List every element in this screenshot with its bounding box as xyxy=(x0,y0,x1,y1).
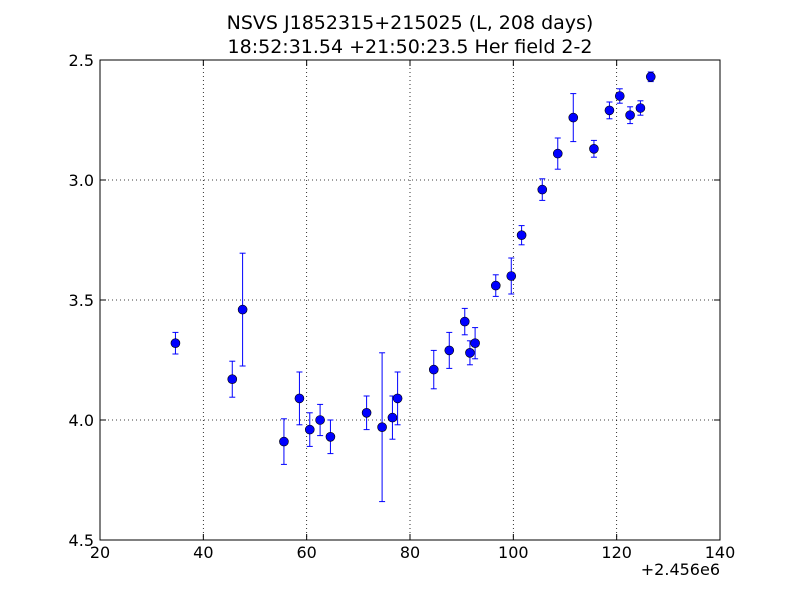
data-points xyxy=(170,71,656,503)
data-point xyxy=(237,304,248,315)
data-point-group xyxy=(387,395,398,440)
data-point xyxy=(552,148,563,159)
data-point xyxy=(516,230,527,240)
data-point-group xyxy=(170,331,181,355)
data-point-group xyxy=(325,419,336,455)
data-point xyxy=(325,431,336,442)
data-point xyxy=(604,105,615,116)
x-tick-label: 120 xyxy=(601,543,632,562)
data-point-group xyxy=(537,178,548,201)
data-point xyxy=(227,374,238,385)
x-tick-label: 20 xyxy=(90,543,110,562)
data-point-group xyxy=(227,360,238,398)
data-point xyxy=(490,280,501,291)
data-point xyxy=(294,393,305,404)
data-point-group xyxy=(315,403,325,437)
data-point xyxy=(304,424,315,435)
chart-title-line-1: NSVS J1852315+215025 (L, 208 days) xyxy=(227,12,594,34)
y-tick-label: 3.5 xyxy=(69,291,94,310)
data-point-group xyxy=(614,88,625,104)
data-point-group xyxy=(465,340,475,366)
data-point-group xyxy=(625,106,635,125)
data-point xyxy=(428,364,439,375)
x-axis-offset-label: +2.456e6 xyxy=(641,560,720,579)
x-tick-label: 100 xyxy=(498,543,529,562)
data-point xyxy=(387,412,398,423)
data-point-group xyxy=(604,101,615,120)
data-point xyxy=(589,144,599,154)
data-point-group xyxy=(294,371,305,426)
data-point-group xyxy=(377,352,387,503)
data-point xyxy=(470,338,480,349)
data-point xyxy=(459,316,470,327)
data-point-group xyxy=(279,418,289,465)
data-point-group xyxy=(645,71,656,83)
data-point-group xyxy=(568,93,579,143)
x-tick-label: 40 xyxy=(193,543,213,562)
data-point xyxy=(614,91,625,101)
data-point xyxy=(392,393,403,404)
y-tick-label: 2.5 xyxy=(69,51,94,70)
data-point xyxy=(377,422,387,433)
data-point-group xyxy=(237,252,248,367)
data-point xyxy=(279,436,289,447)
y-tick-label: 3.0 xyxy=(69,171,94,190)
grid-lines xyxy=(100,60,720,540)
data-point xyxy=(506,271,517,281)
x-tick-label: 60 xyxy=(296,543,316,562)
data-point-group xyxy=(589,139,599,158)
data-point-group xyxy=(392,371,403,426)
axis-ticks: 20 40 60 80 100 120 140 2.5 3.0 3.5 4.0 4.5 xyxy=(69,51,736,562)
data-point-group xyxy=(635,100,646,116)
data-point xyxy=(170,338,181,349)
data-point-group xyxy=(516,225,527,246)
data-point-group xyxy=(361,395,372,431)
data-point-group xyxy=(552,137,563,170)
data-point xyxy=(361,407,372,418)
data-point xyxy=(444,345,455,356)
data-point-group xyxy=(428,349,439,390)
data-point xyxy=(645,72,656,82)
data-point-group xyxy=(444,331,455,369)
data-point xyxy=(568,112,579,123)
data-point-group xyxy=(459,307,470,336)
data-point-group xyxy=(490,274,501,297)
data-point xyxy=(635,103,646,113)
chart-title-line-2: 18:52:31.54 +21:50:23.5 Her field 2-2 xyxy=(228,36,593,58)
y-tick-label: 4.5 xyxy=(69,531,94,550)
data-point xyxy=(465,347,475,358)
y-tick-label: 4.0 xyxy=(69,411,94,430)
x-tick-label: 80 xyxy=(400,543,420,562)
data-point-group xyxy=(304,412,315,447)
data-point-group xyxy=(470,327,480,360)
data-point-group xyxy=(506,257,517,295)
data-point xyxy=(537,184,548,195)
data-point xyxy=(315,415,325,425)
data-point xyxy=(625,110,635,120)
x-tick-label: 140 xyxy=(705,543,736,562)
